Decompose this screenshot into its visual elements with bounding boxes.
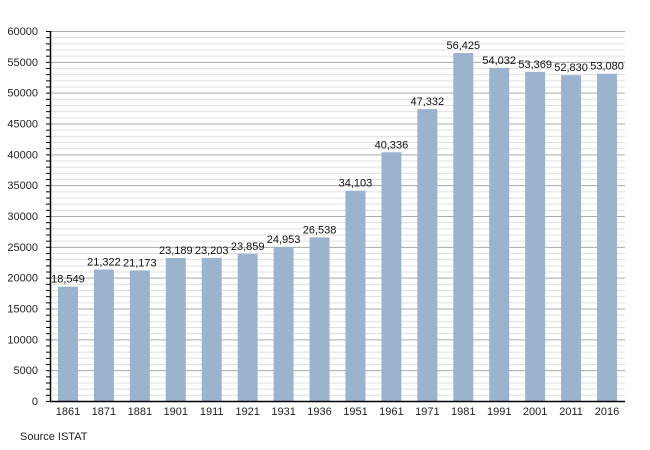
data-label: 47,332 [411,96,445,108]
data-label: 21,173 [123,257,157,269]
data-label: 24,953 [267,234,301,246]
y-tick-label: 40000 [7,149,38,161]
bar-1936 [309,237,330,401]
source-note: Source ISTAT [20,431,88,443]
x-tick-label: 1981 [451,406,475,418]
bar-1961 [381,152,402,401]
x-tick-label: 1861 [56,406,80,418]
x-tick-label: 1901 [164,406,188,418]
data-label: 52,830 [554,62,588,74]
bar-1931 [273,247,294,401]
bar-1911 [201,257,222,401]
bar-1861 [57,286,78,401]
y-tick-label: 30000 [7,211,38,223]
x-tick-label: 1961 [379,406,403,418]
bar-1991 [489,67,510,401]
y-tick-label: 60000 [7,26,38,38]
y-tick-label: 35000 [7,180,38,192]
x-tick-label: 1936 [307,406,331,418]
x-tick-label: 1971 [415,406,439,418]
data-label: 23,203 [195,245,229,257]
bar-1881 [129,270,150,401]
y-tick-label: 55000 [7,57,38,69]
x-tick-label: 1951 [343,406,367,418]
data-label: 26,538 [303,224,337,236]
x-tick-label: 1911 [200,406,224,418]
x-tick-label: 1881 [128,406,152,418]
y-tick-label: 50000 [7,88,38,100]
data-label: 40,336 [375,139,409,151]
x-tick-label: 1871 [92,406,116,418]
y-tick-label: 0 [32,396,38,408]
bar-2001 [525,71,546,401]
data-label: 53,080 [590,61,624,73]
data-label: 23,859 [231,241,265,253]
x-tick-label: 2011 [559,406,583,418]
bar-1981 [453,53,474,401]
data-label: 34,103 [339,178,373,190]
bar-1951 [345,190,366,401]
y-tick-label: 5000 [14,365,38,377]
bar-1921 [237,253,258,401]
bar-1971 [417,109,438,402]
data-label: 53,369 [518,59,552,71]
y-tick-label: 10000 [7,334,38,346]
y-tick-label: 25000 [7,242,38,254]
y-tick-label: 15000 [7,304,38,316]
bar-2011 [561,75,582,401]
data-label: 23,189 [159,245,193,257]
y-tick-label: 45000 [7,119,38,131]
data-label: 21,322 [87,257,121,269]
data-label: 56,425 [446,40,480,52]
x-tick-label: 2001 [523,406,547,418]
bar-2016 [597,73,618,401]
data-label: 54,032 [482,55,516,67]
bar-1901 [165,258,186,401]
x-tick-label: 1931 [271,406,295,418]
x-tick-label: 2016 [595,406,619,418]
x-tick-label: 1991 [487,406,511,418]
x-tick-label: 1921 [235,406,259,418]
data-label: 18,549 [51,274,85,286]
bar-1871 [93,269,114,401]
y-tick-label: 20000 [7,273,38,285]
